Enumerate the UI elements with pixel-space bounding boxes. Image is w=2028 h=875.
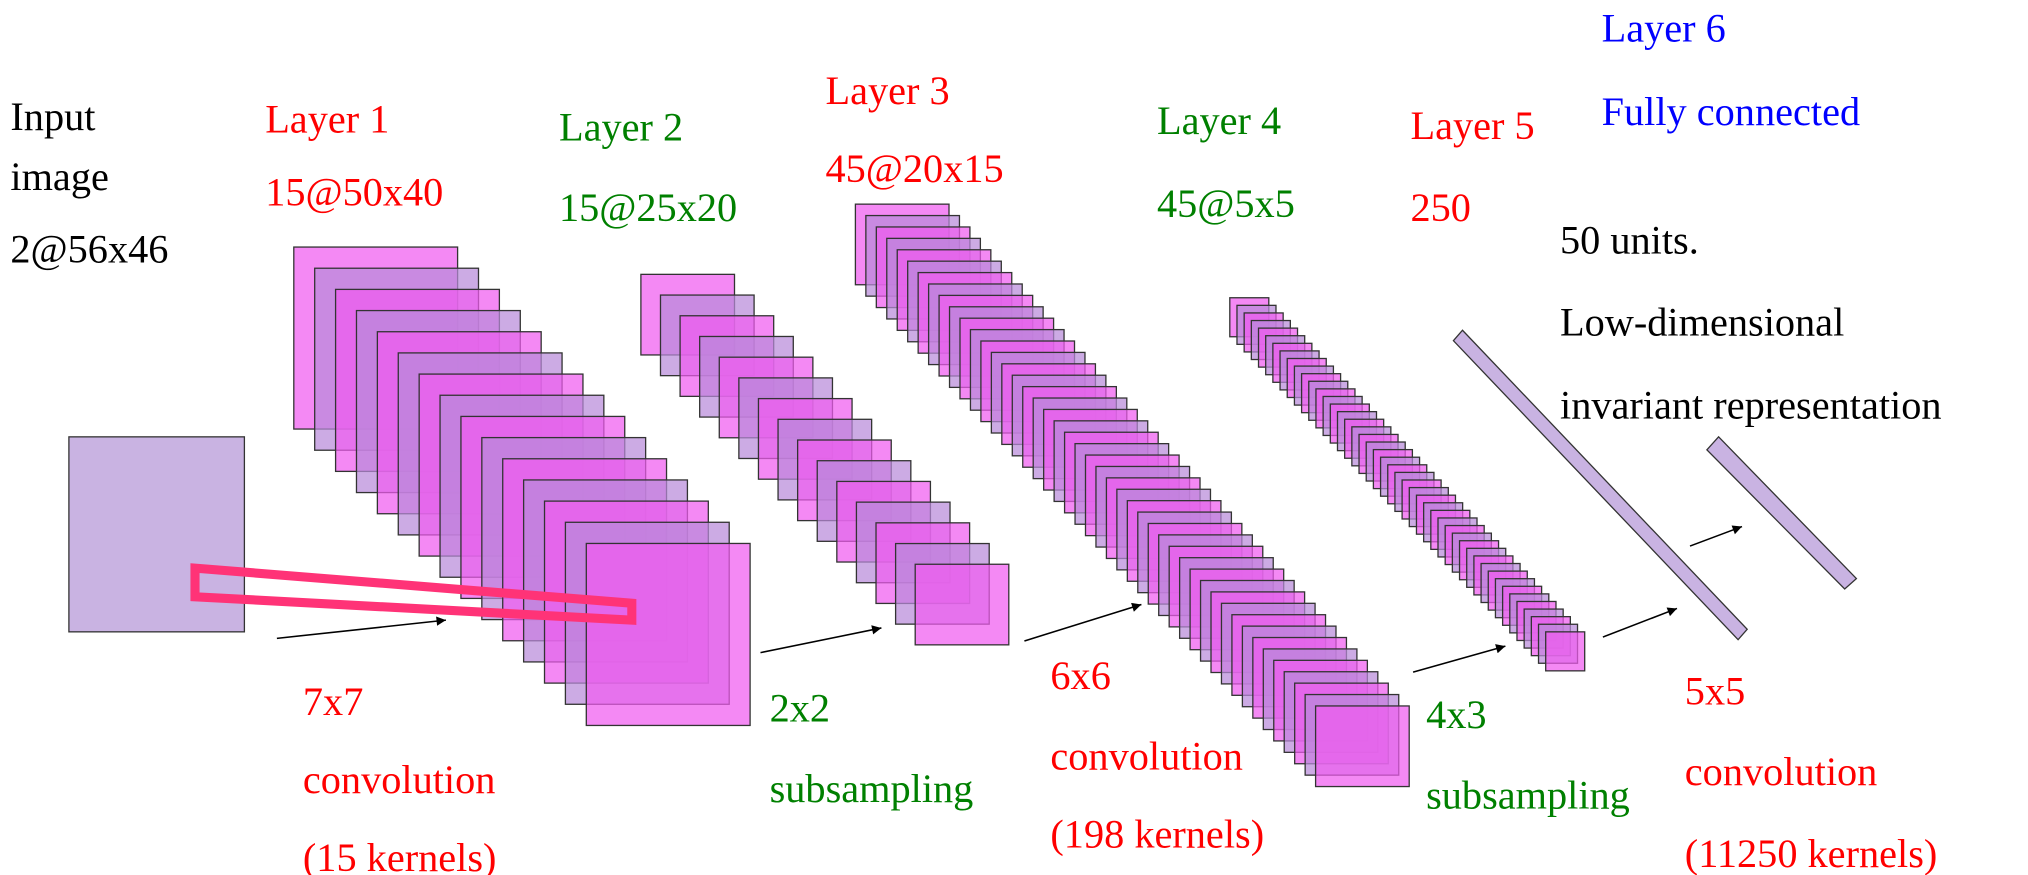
operation-label: convolution bbox=[1685, 749, 1878, 794]
operation-label: 6x6 bbox=[1050, 653, 1110, 698]
arrow bbox=[1024, 605, 1141, 641]
output-note: 50 units. bbox=[1560, 218, 1699, 263]
input-label: Input bbox=[10, 94, 95, 139]
output-note: invariant representation bbox=[1560, 383, 1942, 428]
layer-title: Layer 4 bbox=[1157, 98, 1281, 143]
input-label: 2@56x46 bbox=[10, 227, 168, 272]
shapes bbox=[69, 437, 245, 632]
operation-label: 5x5 bbox=[1685, 669, 1745, 714]
layer6-units bbox=[1707, 437, 1857, 589]
operation-label: 7x7 bbox=[303, 679, 363, 724]
arrow bbox=[277, 620, 446, 638]
page: Input image 2@56x46 Layer 1 15@50x40 Lay… bbox=[0, 0, 2028, 875]
layer-title: Layer 5 bbox=[1411, 103, 1535, 148]
arrow bbox=[761, 628, 882, 653]
layer-size: Fully connected bbox=[1602, 89, 1861, 134]
output-note: Low-dimensional bbox=[1560, 299, 1844, 344]
operation-label: 2x2 bbox=[770, 686, 830, 731]
layer-size: 15@25x20 bbox=[559, 185, 737, 230]
feature-maps bbox=[294, 204, 1585, 786]
operation-label: (11250 kernels) bbox=[1685, 831, 1938, 875]
operation-label: 4x3 bbox=[1426, 692, 1486, 737]
layer-size: 45@20x15 bbox=[826, 146, 1004, 191]
arrow bbox=[1413, 646, 1505, 672]
feature-map bbox=[1316, 706, 1410, 787]
feature-map bbox=[586, 543, 750, 725]
layer-title: Layer 6 bbox=[1602, 6, 1726, 51]
input-label: image bbox=[10, 154, 108, 199]
layer-size: 45@5x5 bbox=[1157, 181, 1295, 226]
diagram: Input image 2@56x46 Layer 1 15@50x40 Lay… bbox=[0, 0, 2028, 875]
layer-title: Layer 2 bbox=[559, 104, 683, 149]
operation-label: (15 kernels) bbox=[303, 835, 497, 875]
feature-map bbox=[1546, 632, 1585, 671]
feature-map bbox=[915, 564, 1009, 645]
arrow bbox=[1603, 608, 1677, 637]
layer-title: Layer 1 bbox=[265, 97, 389, 142]
operation-label: subsampling bbox=[1426, 773, 1630, 818]
operation-label: subsampling bbox=[770, 766, 974, 811]
operation-label: convolution bbox=[1050, 734, 1243, 779]
operation-label: convolution bbox=[303, 757, 496, 802]
input-image bbox=[69, 437, 245, 632]
layer-size: 250 bbox=[1411, 185, 1471, 230]
layer-size: 15@50x40 bbox=[265, 169, 443, 214]
layer-title: Layer 3 bbox=[826, 68, 950, 113]
arrow bbox=[1690, 527, 1742, 547]
operation-label: (198 kernels) bbox=[1050, 812, 1264, 857]
